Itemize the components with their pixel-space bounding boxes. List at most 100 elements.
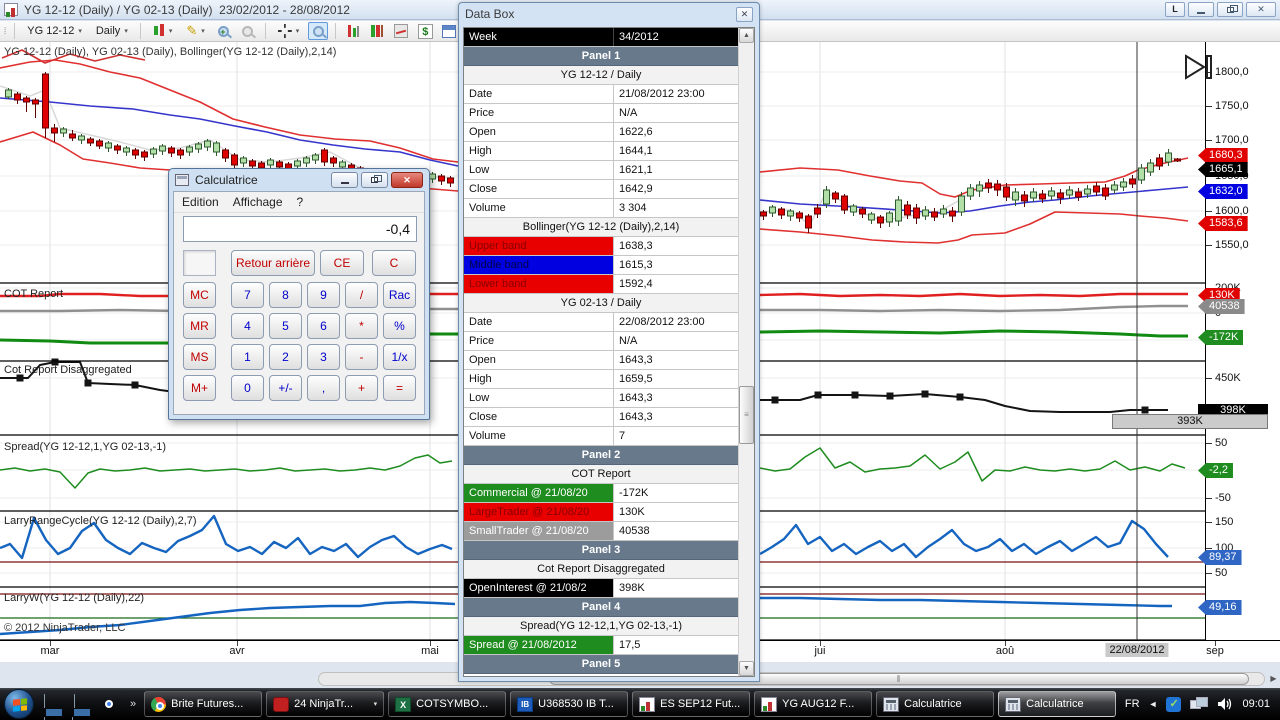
calc-button--[interactable]: - xyxy=(345,344,378,370)
language-indicator[interactable]: FR xyxy=(1124,698,1140,710)
calc-button-2[interactable]: 2 xyxy=(269,344,302,370)
calc-button-MS[interactable]: MS xyxy=(183,344,216,370)
calc-button-7[interactable]: 7 xyxy=(231,282,264,308)
calc-button-1[interactable]: 1 xyxy=(231,344,264,370)
calc-button-Retour arrière[interactable]: Retour arrière xyxy=(231,250,315,276)
calc-button-/[interactable]: / xyxy=(345,282,378,308)
drawing-tools-selector[interactable]: ✎ ▾ xyxy=(181,21,209,41)
calc-button-+[interactable]: + xyxy=(345,375,378,401)
market-analyzer-button[interactable] xyxy=(367,22,387,40)
scroll-up-arrow[interactable]: ▲ xyxy=(739,28,754,43)
close-button[interactable]: ✕ xyxy=(1246,2,1276,17)
taskbar-item-es-sep12-fut-[interactable]: ES SEP12 Fut... xyxy=(632,691,751,717)
scroll-down-arrow[interactable]: ▼ xyxy=(739,661,754,676)
calc-menu-affichage[interactable]: Affichage xyxy=(232,195,283,209)
price-axis[interactable]: 1800,01750,01700,01650,01600,01550,0200K… xyxy=(1198,42,1280,640)
minimize-button[interactable] xyxy=(1188,2,1214,17)
axis-tick xyxy=(820,641,821,646)
databox-window[interactable]: Data Box ✕ Week 34/2012 Panel 1 YG 12-12 / … xyxy=(458,2,760,682)
databox-row-label: Spread @ 21/08/2012 xyxy=(464,636,614,654)
calc-close-button[interactable]: ✕ xyxy=(391,172,423,188)
calc-button-CE[interactable]: CE xyxy=(320,250,364,276)
scrollbar-right-arrow[interactable]: ▶ xyxy=(1270,674,1277,683)
chrome-launcher-icon[interactable] xyxy=(100,695,120,713)
zoom-in-button[interactable]: + xyxy=(214,22,234,40)
taskbar-item-u368530-ib-t-[interactable]: IB U368530 IB T... xyxy=(510,691,629,717)
calculator-app-icon xyxy=(175,174,189,186)
calc-button-*[interactable]: * xyxy=(345,313,378,339)
calc-button-6[interactable]: 6 xyxy=(307,313,340,339)
instrument-selector[interactable]: YG 12-12 ▾ xyxy=(22,23,87,39)
chart-trader-button[interactable] xyxy=(343,22,363,40)
databox-close-button[interactable]: ✕ xyxy=(736,6,753,22)
calc-button-0[interactable]: 0 xyxy=(231,375,264,401)
calc-button-5[interactable]: 5 xyxy=(269,313,302,339)
volume-icon[interactable] xyxy=(1217,697,1233,711)
calc-icon xyxy=(1005,696,1022,712)
chart-type-button[interactable] xyxy=(391,22,411,40)
log-button[interactable]: L xyxy=(1165,2,1185,17)
databox-row-label: Low xyxy=(464,389,614,407)
calc-button-=[interactable]: = xyxy=(383,375,416,401)
tray-expand-arrow[interactable]: ◄ xyxy=(1148,699,1158,709)
calc-button-MC[interactable]: MC xyxy=(183,282,216,308)
crosshair-selector[interactable]: ▾ xyxy=(273,22,305,40)
calculator-display[interactable]: -0,4 xyxy=(183,216,417,242)
databox-row: Price N/A xyxy=(464,104,738,123)
calc-maximize-button[interactable] xyxy=(361,172,388,188)
zoom-out-button[interactable] xyxy=(238,22,258,40)
axis-tick xyxy=(1206,378,1212,379)
calc-button-,[interactable]: , xyxy=(307,375,340,401)
calc-button-1/x[interactable]: 1/x xyxy=(383,344,416,370)
restore-button[interactable] xyxy=(1217,2,1243,17)
calculator-window[interactable]: Calculatrice ✕ Edition Affichage? -0,4 Re… xyxy=(168,168,430,420)
calc-menu-help[interactable]: ? xyxy=(296,195,304,209)
toolbar-grip-icon[interactable]: ⦙ xyxy=(4,25,7,37)
databox-scrollbar-thumb[interactable]: ≡ xyxy=(739,386,754,444)
chart-style-selector[interactable]: ▾ xyxy=(148,22,178,40)
calc-button-%[interactable]: % xyxy=(383,313,416,339)
taskbar-item-brite-futures-[interactable]: Brite Futures... xyxy=(144,691,263,717)
taskbar-item-calculatrice[interactable]: Calculatrice xyxy=(998,691,1117,717)
calculator-titlebar[interactable]: Calculatrice ✕ xyxy=(169,169,429,191)
databox-row: Open 1622,6 xyxy=(464,123,738,142)
databox-row-value: 1644,1 xyxy=(614,142,738,160)
calc-button-MR[interactable]: MR xyxy=(183,313,216,339)
taskbar-item-yg-aug12-f-[interactable]: YG AUG12 F... xyxy=(754,691,873,717)
databox-scrollbar[interactable]: ▲ ≡ ▼ xyxy=(738,28,754,676)
time-axis-label: mai xyxy=(421,645,439,657)
taskbar-item-24-ninjatr-[interactable]: 24 NinjaTr... ▾ xyxy=(266,691,385,717)
calc-button-+/-[interactable]: +/- xyxy=(269,375,302,401)
databox-tool-button[interactable] xyxy=(308,22,329,40)
calc-button-8[interactable]: 8 xyxy=(269,282,302,308)
zoom-in-icon: + xyxy=(218,25,230,37)
calc-button-Rac[interactable]: Rac xyxy=(383,282,416,308)
calc-minimize-button[interactable] xyxy=(331,172,358,188)
dropbox-icon[interactable] xyxy=(1166,696,1182,712)
calc-button-4[interactable]: 4 xyxy=(231,313,264,339)
calc-button-3[interactable]: 3 xyxy=(307,344,340,370)
playback-icon[interactable] xyxy=(1184,54,1214,82)
data-grid-button[interactable] xyxy=(439,22,459,40)
time-axis-label: jui xyxy=(814,645,826,657)
minimize-icon xyxy=(1197,11,1205,14)
quicklaunch-overflow-chevron[interactable]: » xyxy=(130,698,137,710)
databox-row-label: Price xyxy=(464,104,614,122)
account-data-button[interactable]: $ xyxy=(415,22,435,40)
remote-desktop-icon[interactable] xyxy=(72,694,92,720)
calc-button-M+[interactable]: M+ xyxy=(183,375,216,401)
show-desktop-icon[interactable] xyxy=(44,694,64,720)
start-button[interactable] xyxy=(4,689,34,719)
taskbar-group-chevron-icon[interactable]: ▾ xyxy=(373,701,378,708)
period-selector[interactable]: Daily ▾ xyxy=(91,23,133,39)
calc-button-C[interactable]: C xyxy=(372,250,416,276)
databox-titlebar[interactable]: Data Box ✕ xyxy=(459,3,759,25)
taskbar-item-cotsymbo-[interactable]: X COTSYMBO... xyxy=(388,691,507,717)
clock[interactable]: 09:01 xyxy=(1242,698,1270,710)
taskbar-item-calculatrice[interactable]: Calculatrice xyxy=(876,691,995,717)
network-icon[interactable] xyxy=(1190,696,1209,712)
calc-button-9[interactable]: 9 xyxy=(307,282,340,308)
taskbar-item-label: 24 NinjaTr... xyxy=(294,698,354,710)
databox-row: SmallTrader @ 21/08/20 40538 xyxy=(464,522,738,541)
calc-menu-edition[interactable]: Edition xyxy=(182,195,219,209)
